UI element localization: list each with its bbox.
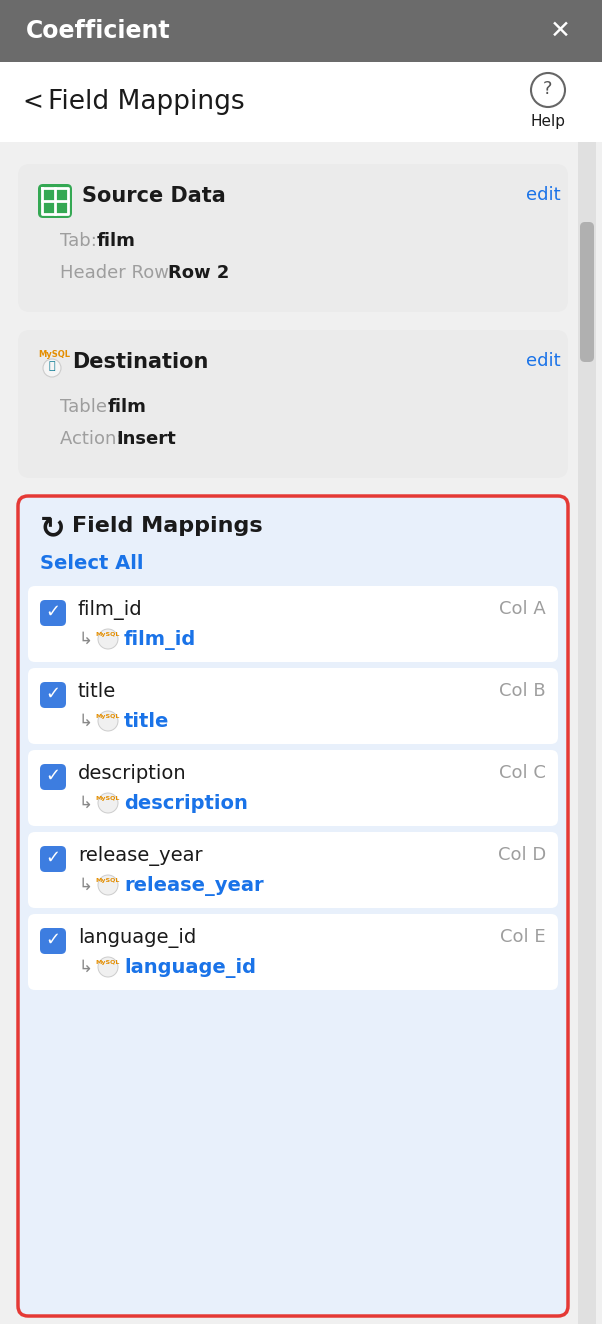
Text: Field Mappings: Field Mappings (72, 516, 262, 536)
FancyBboxPatch shape (38, 184, 72, 218)
Text: edit: edit (526, 352, 560, 369)
Text: Row 2: Row 2 (168, 263, 229, 282)
Text: description: description (124, 794, 248, 813)
Text: ↳: ↳ (78, 959, 92, 976)
Text: language_id: language_id (78, 928, 196, 948)
Text: ↳: ↳ (78, 876, 92, 894)
Circle shape (98, 629, 118, 649)
Circle shape (98, 793, 118, 813)
Text: Col C: Col C (499, 764, 546, 782)
Text: Col D: Col D (498, 846, 546, 865)
Circle shape (98, 957, 118, 977)
Text: ✓: ✓ (45, 849, 61, 867)
Text: film_id: film_id (124, 630, 196, 650)
Text: ✓: ✓ (45, 931, 61, 949)
FancyBboxPatch shape (40, 682, 66, 708)
Text: Source Data: Source Data (82, 185, 226, 207)
FancyBboxPatch shape (28, 831, 558, 908)
Text: MySQL: MySQL (38, 350, 70, 359)
Text: Tab:: Tab: (60, 232, 102, 250)
FancyBboxPatch shape (28, 749, 558, 826)
FancyBboxPatch shape (18, 496, 568, 1316)
FancyBboxPatch shape (28, 669, 558, 744)
Text: release_year: release_year (124, 876, 264, 896)
Text: language_id: language_id (124, 959, 256, 978)
Text: ↻: ↻ (40, 514, 66, 543)
Text: Destination: Destination (72, 352, 208, 372)
Text: Col B: Col B (500, 682, 546, 700)
Text: MySQL: MySQL (96, 714, 120, 719)
Text: 🐬: 🐬 (49, 361, 55, 371)
Text: Table:: Table: (60, 399, 119, 416)
FancyBboxPatch shape (18, 330, 568, 478)
Text: Help: Help (530, 114, 565, 128)
Bar (0, 142, 602, 1324)
FancyBboxPatch shape (28, 914, 558, 990)
FancyBboxPatch shape (18, 164, 568, 312)
Text: Coefficient: Coefficient (26, 19, 170, 42)
Text: MySQL: MySQL (96, 632, 120, 637)
Text: film_id: film_id (78, 600, 143, 620)
Text: ↳: ↳ (78, 712, 92, 730)
Text: ✕: ✕ (550, 19, 571, 42)
Text: Insert: Insert (116, 430, 176, 448)
FancyBboxPatch shape (40, 764, 66, 790)
Text: Col A: Col A (499, 600, 546, 618)
Circle shape (98, 875, 118, 895)
Text: MySQL: MySQL (96, 878, 120, 883)
FancyBboxPatch shape (40, 600, 66, 626)
Text: title: title (78, 682, 116, 700)
Text: ↳: ↳ (78, 630, 92, 647)
Text: release_year: release_year (78, 846, 203, 866)
Bar (578, 142, 596, 1324)
Text: ✓: ✓ (45, 767, 61, 785)
Text: edit: edit (526, 185, 560, 204)
Text: ↳: ↳ (78, 794, 92, 812)
FancyBboxPatch shape (580, 222, 594, 361)
Text: ✓: ✓ (45, 685, 61, 703)
Circle shape (43, 359, 61, 377)
Text: ✓: ✓ (45, 602, 61, 621)
Text: Action:: Action: (60, 430, 128, 448)
FancyBboxPatch shape (40, 846, 66, 873)
Text: Field Mappings: Field Mappings (48, 89, 244, 115)
Text: Select All: Select All (40, 553, 143, 573)
Text: film: film (108, 399, 147, 416)
Text: MySQL: MySQL (96, 796, 120, 801)
Circle shape (98, 711, 118, 731)
Text: MySQL: MySQL (96, 960, 120, 965)
FancyBboxPatch shape (28, 587, 558, 662)
Text: Header Row:: Header Row: (60, 263, 180, 282)
Text: ?: ? (543, 79, 553, 98)
Text: description: description (78, 764, 187, 782)
Text: title: title (124, 712, 169, 731)
Text: film: film (97, 232, 136, 250)
FancyBboxPatch shape (40, 928, 66, 955)
Bar (0, 62, 602, 142)
Text: Col E: Col E (500, 928, 546, 947)
Bar (0, 0, 602, 62)
Text: <: < (22, 90, 43, 114)
